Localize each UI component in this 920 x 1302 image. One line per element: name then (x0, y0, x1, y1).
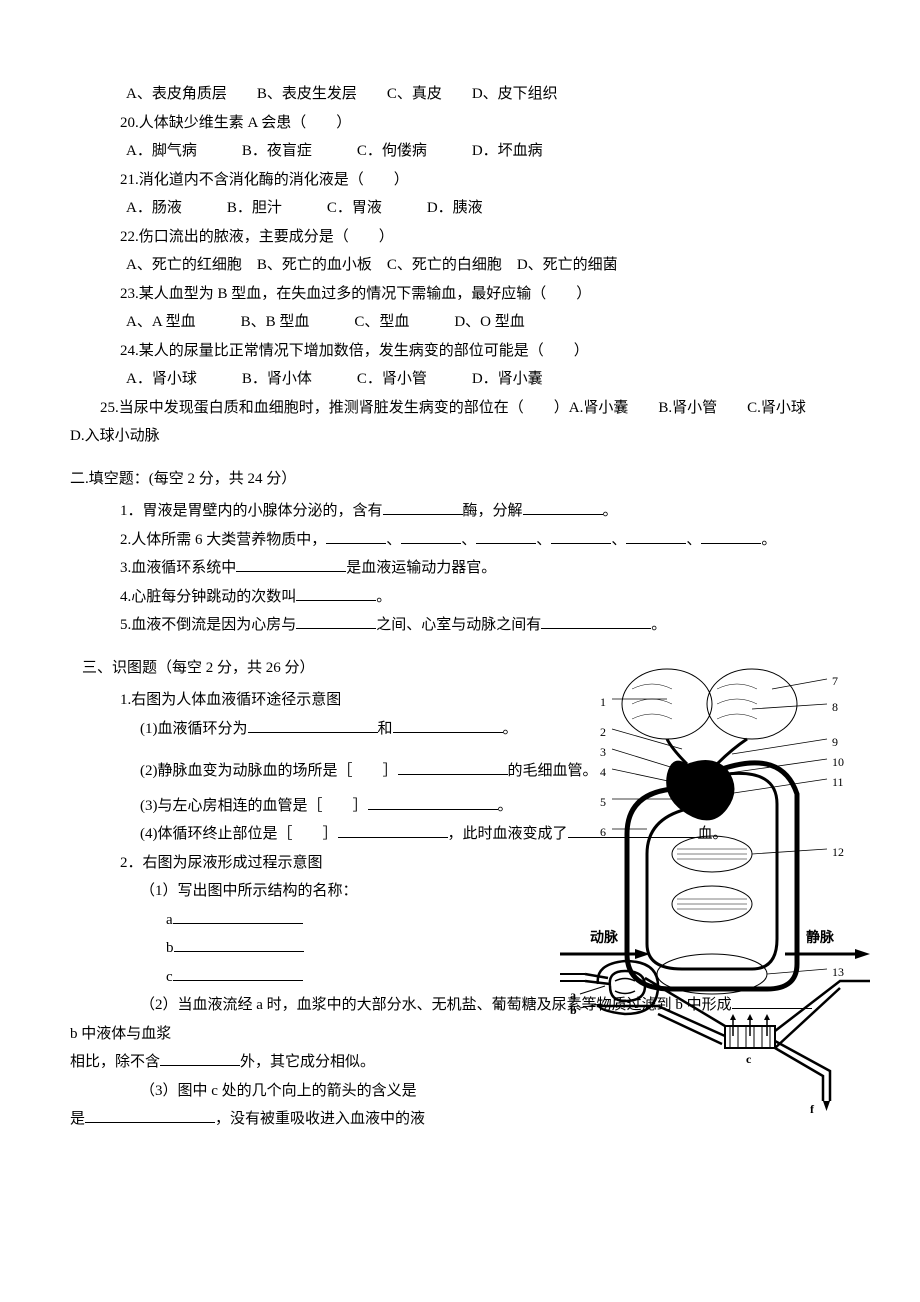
fig1-label-5: 5 (600, 791, 606, 814)
sec3-q2-3b-pre: 是 (70, 1111, 85, 1127)
sec3-q1-1-b: 和 (378, 721, 393, 737)
sec2-q2: 2.人体所需 6 大类营养物质中， 、 、 、 、 、 。 (120, 526, 850, 555)
sec2-q1-text-b: 酶，分解 (463, 503, 523, 519)
p: 。 (503, 721, 518, 737)
q22: 22.伤口流出的脓液，主要成分是（ ） (120, 223, 850, 252)
fig1-label-1: 1 (600, 691, 606, 714)
blank (523, 500, 603, 515)
sec2-q5: 5.血液不倒流是因为心房与 之间、心室与动脉之间有 。 (120, 611, 850, 640)
fig2-b-label: b (570, 999, 577, 1022)
fig1-label-12: 12 (832, 841, 844, 864)
p1: 、 (386, 532, 401, 548)
blank (393, 718, 503, 733)
blank (476, 529, 536, 544)
q25: 25.当尿中发现蛋白质和血细胞时，推测肾脏发生病变的部位在（ ）A.肾小囊 B.… (70, 394, 850, 451)
blank (85, 1108, 215, 1123)
blank (236, 557, 346, 572)
q20-options: A．脚气病 B．夜盲症 C．佝偻病 D．坏血病 (126, 137, 850, 166)
sec2-q4-text-a: 4.心脏每分钟跳动的次数叫 (120, 589, 296, 605)
sec2-q4: 4.心脏每分钟跳动的次数叫 。 (120, 583, 850, 612)
fig1-label-7: 7 (832, 670, 838, 693)
blank (248, 718, 378, 733)
letter-c-text: c (166, 969, 173, 985)
blank (541, 614, 651, 629)
blank (398, 760, 508, 775)
sec2-q3: 3.血液循环系统中 是血液运输动力器官。 (120, 554, 850, 583)
sec2-q1: 1．胃液是胃壁内的小腺体分泌的，含有 酶，分解 。 (120, 497, 850, 526)
blank (551, 529, 611, 544)
sec3-q2-2d-text: 外，其它成分相似。 (240, 1054, 375, 1070)
fig2-f-label: f (810, 1098, 814, 1121)
blank (174, 937, 304, 952)
fig2-c-label: c (746, 1048, 751, 1071)
pend: 。 (761, 532, 776, 548)
blank (296, 586, 376, 601)
blank (626, 529, 686, 544)
q21-options: A．肠液 B．胆汁 C．胃液 D．胰液 (126, 194, 850, 223)
urine-formation-diagram: 动脉 静脉 a b c f (550, 906, 880, 1116)
q23-options: A、A 型血 B、B 型血 C、型血 D、O 型血 (126, 308, 850, 337)
p3: 、 (536, 532, 551, 548)
blank (173, 909, 303, 924)
q19-options: A、表皮角质层 B、表皮生发层 C、真皮 D、皮下组织 (126, 80, 850, 109)
p: 。 (498, 798, 513, 814)
blank (160, 1051, 240, 1066)
fig1-label-8: 8 (832, 696, 838, 719)
p5: 、 (686, 532, 701, 548)
sec2-q1-text-a: 1．胃液是胃壁内的小腺体分泌的，含有 (120, 503, 383, 519)
blank (383, 500, 463, 515)
sec2-q3-text-a: 3.血液循环系统中 (120, 560, 236, 576)
q24: 24.某人的尿量比正常情况下增加数倍，发生病变的部位可能是（ ） (120, 337, 850, 366)
sec3-q2-3b-text: ，没有被重吸收进入血液中的液 (215, 1111, 425, 1127)
p: 。 (376, 589, 391, 605)
p2: 、 (461, 532, 476, 548)
section2-title: 二.填空题：(每空 2 分，共 24 分） (70, 465, 850, 494)
q24-options: A．肾小球 B．肾小体 C．肾小管 D．肾小囊 (126, 365, 850, 394)
blank (701, 529, 761, 544)
fig1-label-11: 11 (832, 771, 844, 794)
sec2-q5-text-a: 5.血液不倒流是因为心房与 (120, 617, 296, 633)
fig2-artery-label: 动脉 (590, 926, 618, 953)
sec3-q2-3-a: （3）图中 c 处的几个向上的箭头的含义是 (140, 1083, 417, 1099)
sec3-q1-2-a: (2)静脉血变为动脉血的场所是［ ］ (140, 763, 398, 779)
letter-b-text: b (166, 940, 174, 956)
sec2-q2-text-a: 2.人体所需 6 大类营养物质中， (120, 532, 326, 548)
blank (338, 823, 448, 838)
sec2-q1-text-c: 。 (603, 503, 618, 519)
sec3-q2-2c-text: 相比，除不含 (70, 1054, 160, 1070)
sec3-q1-1-a: (1)血液循环分为 (140, 721, 248, 737)
sec3-q1-4-b: ，此时血液变成了 (448, 826, 568, 842)
fig1-label-6: 6 (600, 821, 606, 844)
q20: 20.人体缺少维生素 A 会患（ ） (120, 109, 850, 138)
q21: 21.消化道内不含消化酶的消化液是（ ） (120, 166, 850, 195)
fig2-vein-label: 静脉 (806, 926, 834, 953)
q23: 23.某人血型为 B 型血，在失血过多的情况下需输血，最好应输（ ） (120, 280, 850, 309)
p: 。 (651, 617, 666, 633)
letter-a-text: a (166, 912, 173, 928)
sec3-q1-4-a: (4)体循环终止部位是［ ］ (140, 826, 338, 842)
sec3-q1-3-a: (3)与左心房相连的血管是［ ］ (140, 798, 368, 814)
q22-options: A、死亡的红细胞 B、死亡的血小板 C、死亡的白细胞 D、死亡的细菌 (126, 251, 850, 280)
fig1-label-4: 4 (600, 761, 606, 784)
blank (173, 966, 303, 981)
sec2-q3-text-b: 是血液运输动力器官。 (346, 560, 496, 576)
blank (326, 529, 386, 544)
blank (401, 529, 461, 544)
blank (296, 614, 376, 629)
p4: 、 (611, 532, 626, 548)
blank (368, 795, 498, 810)
sec2-q5-text-b: 之间、心室与动脉之间有 (376, 617, 541, 633)
